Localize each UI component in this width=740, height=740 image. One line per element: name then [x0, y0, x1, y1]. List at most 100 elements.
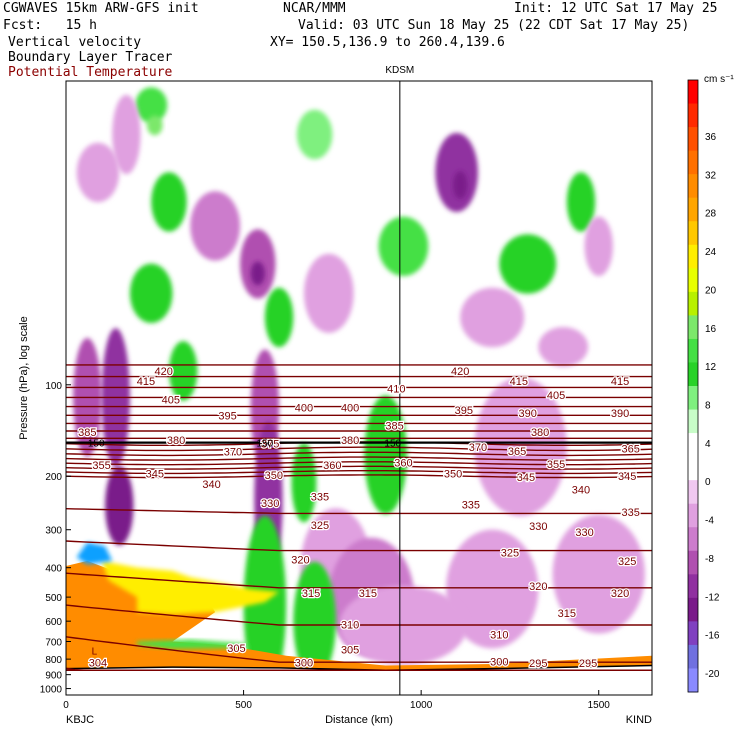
colorbar-swatch	[688, 409, 698, 434]
theta-label: 405	[547, 390, 565, 402]
plot-frame	[65, 80, 653, 696]
isentrope-360	[66, 461, 652, 466]
colorbar-swatch	[688, 480, 698, 505]
theta-label: 385	[78, 427, 96, 439]
theta-label: 360	[394, 457, 412, 469]
forecast-hour: Fcst: 15 h	[3, 18, 97, 33]
theta-label: 330	[575, 527, 593, 539]
colorbar-swatch	[688, 80, 698, 105]
colorbar-unit: cm s⁻¹	[704, 74, 734, 85]
kdsm-label: KDSM	[385, 65, 414, 76]
isentrope-345	[66, 474, 652, 479]
left-endpoint-label: KBJC	[66, 714, 94, 726]
vv-shading	[499, 234, 557, 294]
theta-label: 320	[611, 588, 629, 600]
colorbar-frame	[687, 79, 699, 693]
theta-label: 345	[618, 471, 636, 483]
theta-label: 405	[162, 395, 180, 407]
theta-label: 415	[611, 376, 629, 388]
colorbar-swatch	[688, 291, 698, 316]
model-title: CGWAVES 15km ARW-GFS init	[3, 1, 199, 16]
colorbar-tick-label: 28	[705, 209, 717, 220]
field-potential-temperature: Potential Temperature	[8, 65, 173, 80]
field-boundary-layer: Boundary Layer Tracer	[8, 50, 173, 65]
theta-label: 300	[295, 657, 313, 669]
theta-label: 370	[224, 447, 242, 459]
colorbar-swatch	[688, 221, 698, 246]
vv-shading	[364, 395, 407, 515]
vv-shading	[446, 529, 539, 649]
theta-label: 385	[385, 420, 403, 432]
colorbar-tick-label: 12	[705, 362, 717, 373]
vv-shading	[460, 287, 525, 348]
theta-label: 350	[265, 470, 283, 482]
colorbar-tick-label: -12	[705, 592, 720, 603]
isentrope-320	[66, 636, 652, 663]
theta-label: 295	[529, 658, 547, 670]
isentrope-355	[66, 465, 652, 470]
vv-shading	[291, 443, 317, 523]
theta-label: 335	[622, 507, 640, 519]
theta-label: 415	[510, 376, 528, 388]
vv-shading	[190, 191, 241, 261]
theta-label: 335	[311, 491, 329, 503]
theta-label: 360	[323, 460, 341, 472]
vv-shading	[76, 142, 120, 203]
colorbar-swatch	[688, 338, 698, 363]
colorbar-tick-label: 4	[705, 439, 711, 450]
tracer-yellow	[101, 560, 280, 615]
vv-shading	[566, 172, 596, 232]
vv-shading	[293, 561, 336, 681]
theta-label: 340	[572, 484, 590, 496]
annotation-label: 150	[384, 439, 401, 450]
theta-label: 325	[618, 556, 636, 568]
theta-label: 420	[451, 366, 469, 378]
boundary-layer-tracer	[66, 560, 652, 695]
colorbar-swatch	[688, 386, 698, 411]
theta-label: 355	[547, 459, 565, 471]
colorbar-swatch	[688, 574, 698, 599]
colorbar-swatch	[688, 127, 698, 152]
y-tick-label: 300	[45, 526, 62, 537]
vv-shading	[151, 172, 187, 232]
colorbar-tick-label: 0	[705, 477, 711, 488]
theta-label: 400	[341, 403, 359, 415]
theta-label: 315	[558, 608, 576, 620]
init-time: Init: 12 UTC Sat 17 May 25	[514, 1, 718, 16]
colorbar-tick-label: 24	[705, 247, 717, 258]
isentrope-325	[66, 604, 652, 626]
theta-label: 420	[154, 366, 172, 378]
theta-label: 410	[387, 384, 405, 396]
theta-label: 395	[455, 405, 473, 417]
colorbar-swatch	[688, 621, 698, 646]
theta-label: 330	[529, 521, 547, 533]
theta-label: 295	[579, 658, 597, 670]
isentrope-350	[66, 470, 652, 475]
isentrope-315	[66, 667, 652, 671]
isentrope-375	[66, 446, 652, 452]
theta-label: 325	[311, 520, 329, 532]
theta-label: 335	[462, 500, 480, 512]
theta-label: 310	[490, 630, 508, 642]
valid-time: Valid: 03 UTC Sun 18 May 25 (22 CDT Sat …	[298, 18, 690, 33]
vv-shading	[243, 515, 287, 694]
colorbar-tick-label: -16	[705, 631, 720, 642]
colorbar-swatch	[688, 197, 698, 222]
theta-label: 345	[146, 469, 164, 481]
right-endpoint-label: KIND	[626, 714, 652, 726]
colorbar-tick-label: 36	[705, 132, 717, 143]
colorbar-swatch	[688, 527, 698, 552]
colorbar-swatch	[688, 503, 698, 528]
theta-label: 365	[622, 443, 640, 455]
theta-label: 380	[341, 435, 359, 447]
colorbar-swatch	[688, 550, 698, 575]
vv-shading	[264, 287, 294, 348]
theta-label: 330	[261, 498, 279, 510]
terrain-outline	[66, 664, 652, 671]
theta-label: 395	[218, 410, 236, 422]
colorbar-swatch	[688, 268, 698, 293]
theta-label: 390	[519, 408, 537, 420]
theta-label: 355	[92, 460, 110, 472]
vv-shading	[474, 377, 567, 517]
annotation-label: L	[92, 647, 98, 658]
